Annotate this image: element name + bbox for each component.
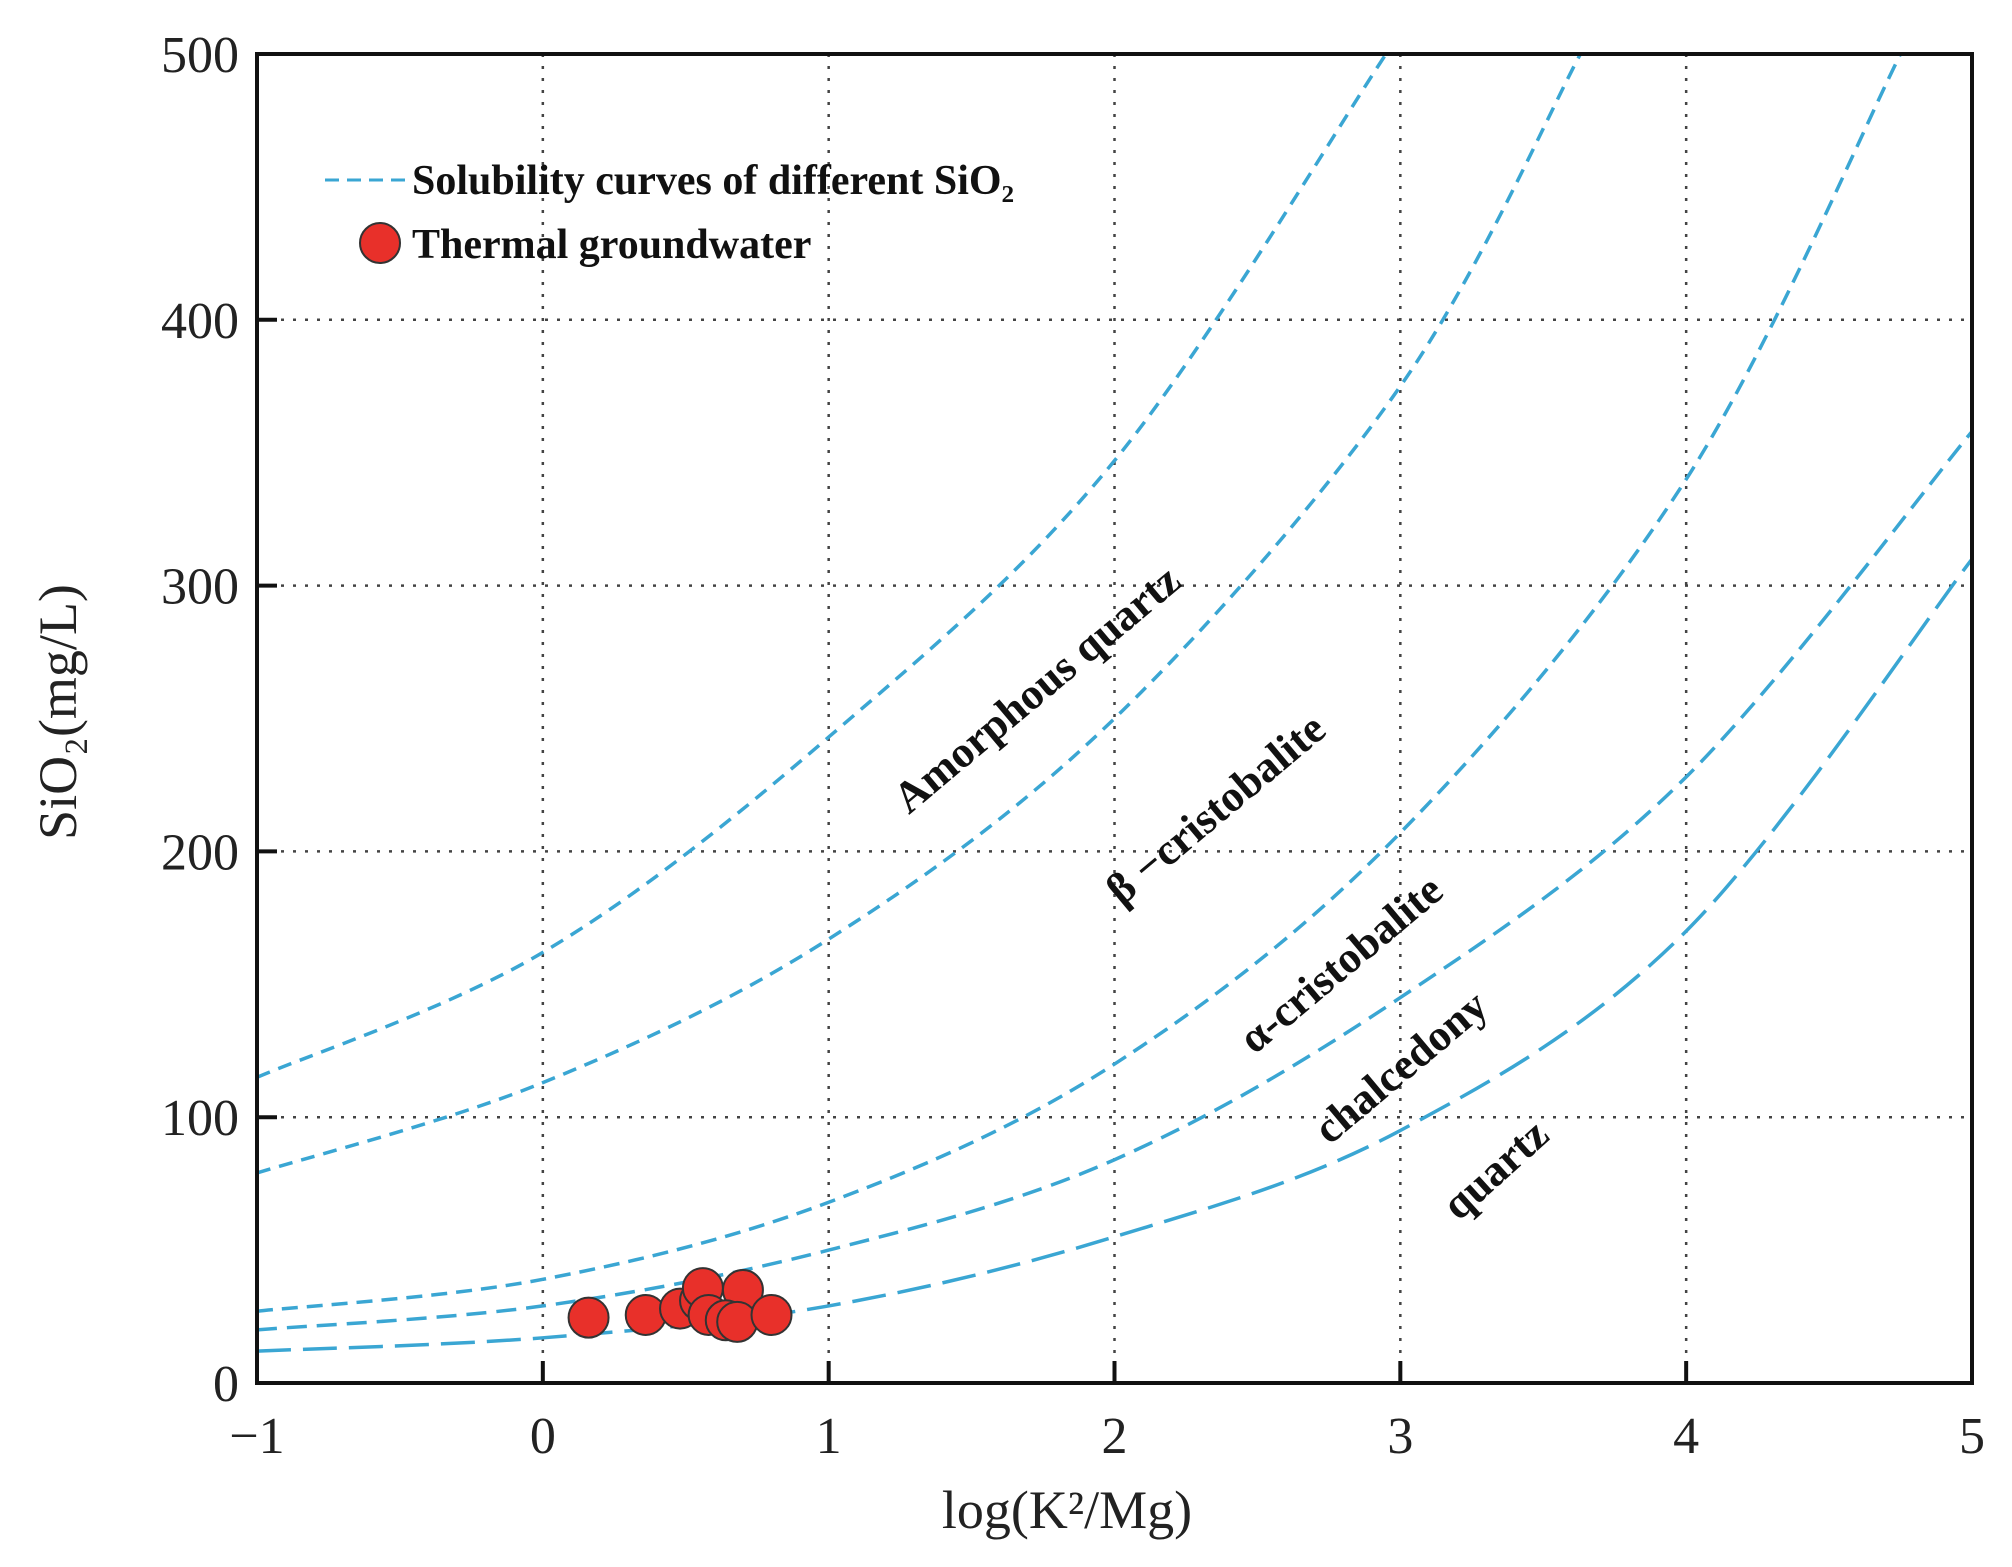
x-tick-label: 5	[1959, 1408, 1985, 1465]
data-point	[750, 1293, 793, 1336]
legend-points-label: Thermal groundwater	[412, 222, 811, 268]
solubility-curve	[256, 53, 1582, 1175]
x-tick-label: 4	[1673, 1408, 1699, 1465]
legend-curves-label: Solubility curves of different SiO₂	[412, 158, 1014, 204]
x-tick-label: −1	[229, 1408, 284, 1465]
curve-label-chalcedony: chalcedony	[1304, 981, 1497, 1154]
x-tick-label: 1	[816, 1408, 842, 1465]
x-tick-label: 0	[530, 1408, 556, 1465]
y-axis-label: SiO₂(mg/L)	[28, 584, 88, 840]
solubility-curves	[256, 53, 1974, 1353]
y-tick-label: 500	[161, 27, 239, 84]
x-axis-label: log(K²/Mg)	[942, 1480, 1192, 1540]
legend-point-swatch	[359, 222, 401, 264]
grid	[257, 54, 1972, 1383]
data-points	[567, 1267, 793, 1343]
solubility-curve	[256, 53, 1903, 1313]
x-tick-label: 2	[1102, 1408, 1128, 1465]
y-tick-label: 400	[161, 293, 239, 350]
data-point	[716, 1300, 759, 1343]
curve-label-beta-cristobalite: β −cristobalite	[1097, 704, 1335, 915]
y-tick-label: 100	[161, 1090, 239, 1147]
solubility-curve	[256, 557, 1974, 1353]
data-point	[624, 1293, 667, 1336]
y-tick-label: 300	[161, 559, 239, 616]
solubility-curve	[256, 53, 1388, 1079]
data-point	[567, 1296, 610, 1339]
solubility-curve	[256, 430, 1974, 1332]
x-tick-label: 3	[1387, 1408, 1413, 1465]
y-tick-label: 200	[161, 824, 239, 881]
y-tick-label: 0	[213, 1356, 239, 1413]
legend: Solubility curves of different SiO₂ Ther…	[325, 158, 1014, 268]
curve-label-quartz: quartz	[1433, 1109, 1558, 1229]
